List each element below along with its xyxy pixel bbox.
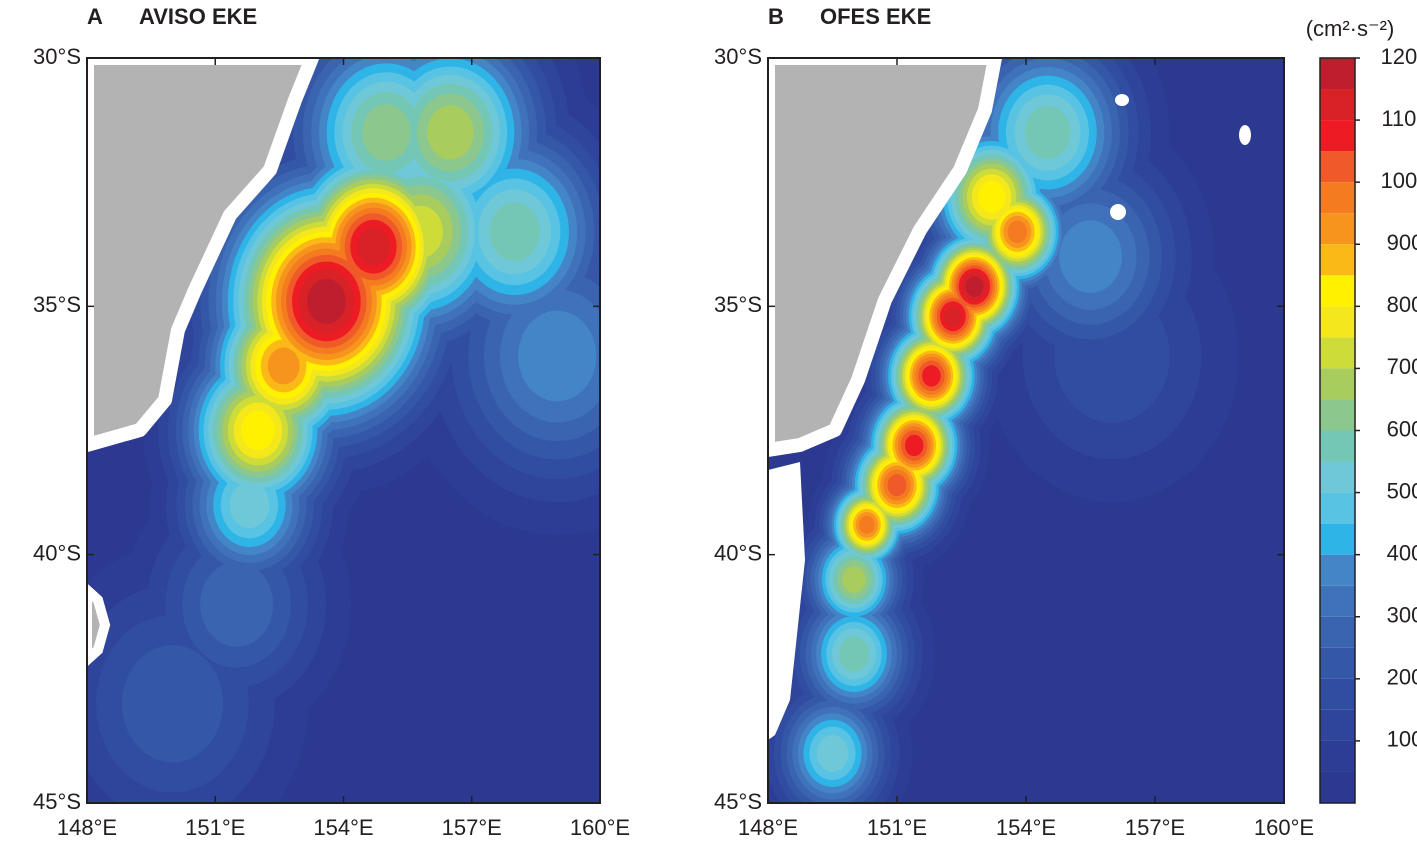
colorbar-band (1320, 275, 1355, 307)
contour-band (838, 636, 870, 672)
y-tick-label: 30°S (714, 44, 762, 69)
contour-band (842, 565, 866, 594)
contour-band (816, 734, 849, 772)
island (1239, 125, 1251, 145)
colorbar-tick-label: 600 (1387, 416, 1417, 441)
colorbar-band (1320, 554, 1355, 586)
contour-band (229, 482, 270, 528)
panel-label: A (87, 4, 103, 29)
colorbar-band (1320, 120, 1355, 152)
y-tick-label: 45°S (714, 789, 762, 814)
colorbar-tick-label: 200 (1387, 665, 1417, 690)
island (1115, 94, 1129, 106)
colorbar-band (1320, 740, 1355, 772)
y-tick-label: 40°S (714, 540, 762, 565)
colorbar-tick-label: 900 (1387, 230, 1417, 255)
x-tick-label: 160°E (570, 815, 630, 840)
colorbar-band (1320, 461, 1355, 493)
y-tick-label: 35°S (714, 292, 762, 317)
contour-band (306, 278, 346, 324)
colorbar-band (1320, 306, 1355, 338)
land-a (87, 58, 319, 667)
colorbar-band (1320, 58, 1355, 90)
contour-band (427, 105, 474, 160)
colorbar-band (1320, 151, 1355, 183)
colorbar-band (1320, 430, 1355, 462)
x-tick-label: 160°E (1254, 815, 1314, 840)
colorbar-tick-label: 700 (1387, 354, 1417, 379)
colorbar-band (1320, 182, 1355, 214)
colorbar-band (1320, 89, 1355, 121)
colorbar-band (1320, 616, 1355, 648)
colorbar-band (1320, 585, 1355, 617)
y-tick-label: 45°S (33, 789, 81, 814)
colorbar-tick-label: 300 (1387, 603, 1417, 628)
contour-band (1007, 220, 1028, 244)
coast-gap (768, 462, 805, 740)
x-tick-label: 157°E (442, 815, 502, 840)
colorbar-band (1320, 647, 1355, 679)
x-tick-label: 154°E (996, 815, 1056, 840)
land (768, 58, 1002, 457)
colorbar-tick-label: 500 (1387, 478, 1417, 503)
contour-band (887, 474, 907, 497)
x-tick-label: 154°E (313, 815, 373, 840)
field-a (87, 58, 600, 803)
colorbar-tick-label: 400 (1387, 540, 1417, 565)
contour-band (904, 434, 924, 457)
colorbar-band (1320, 771, 1355, 803)
land (87, 58, 319, 452)
colorbar-tick-label: 100 (1387, 727, 1417, 752)
contour-band (1059, 220, 1122, 293)
x-tick-label: 157°E (1125, 815, 1185, 840)
contour-band (200, 561, 274, 647)
x-tick-label: 148°E (57, 815, 117, 840)
x-tick-label: 148°E (738, 815, 798, 840)
land (87, 583, 111, 667)
colorbar-band (1320, 337, 1355, 369)
colorbar-band (1320, 399, 1355, 431)
colorbar-band (1320, 492, 1355, 524)
contour-band (241, 410, 275, 451)
colorbar-band (1320, 709, 1355, 741)
land-b (768, 58, 1251, 740)
contour-band (518, 310, 597, 402)
contour-band (357, 227, 390, 266)
contour-band (965, 276, 984, 297)
contour-band (977, 181, 1006, 213)
colorbar-band (1320, 678, 1355, 710)
contour-band (267, 347, 300, 385)
colorbar-tick-label: 1100 (1381, 106, 1417, 131)
contour-band (922, 365, 941, 387)
y-tick-label: 35°S (33, 292, 81, 317)
contour-band (1024, 106, 1071, 159)
x-tick-label: 151°E (867, 815, 927, 840)
y-tick-label: 30°S (33, 44, 81, 69)
contour-band (362, 104, 411, 161)
contour-band (122, 645, 223, 763)
x-tick-label: 151°E (185, 815, 245, 840)
contour-band (489, 202, 540, 262)
colorbar-band (1320, 213, 1355, 245)
y-tick-label: 40°S (33, 540, 81, 565)
contour-band (943, 305, 962, 327)
colorbar-label: (cm²·s⁻²) (1306, 16, 1395, 41)
colorbar-tick-label: 1000 (1381, 168, 1417, 193)
colorbar-band (1320, 368, 1355, 400)
colorbar-band (1320, 523, 1355, 555)
colorbar-band (1320, 244, 1355, 276)
contour-band (859, 515, 875, 534)
colorbar-tick-label: 1200 (1381, 44, 1417, 69)
colorbar-tick-label: 800 (1387, 292, 1417, 317)
field-b (768, 58, 1284, 803)
panel-title: OFES EKE (820, 4, 931, 29)
panel-label: B (768, 4, 784, 29)
island (1110, 204, 1126, 220)
panel-title: AVISO EKE (139, 4, 257, 29)
